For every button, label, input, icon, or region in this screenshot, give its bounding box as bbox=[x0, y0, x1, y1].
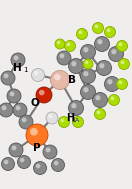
Circle shape bbox=[34, 71, 38, 75]
Circle shape bbox=[96, 110, 100, 114]
Circle shape bbox=[61, 119, 64, 122]
Circle shape bbox=[105, 26, 116, 37]
Circle shape bbox=[72, 116, 84, 128]
Circle shape bbox=[119, 42, 122, 46]
Circle shape bbox=[95, 108, 105, 119]
Circle shape bbox=[97, 39, 103, 44]
Circle shape bbox=[19, 115, 33, 129]
Circle shape bbox=[30, 128, 38, 136]
Circle shape bbox=[79, 30, 82, 34]
Circle shape bbox=[67, 42, 70, 46]
Text: 1: 1 bbox=[23, 67, 27, 74]
Circle shape bbox=[1, 157, 15, 170]
Circle shape bbox=[96, 60, 112, 75]
Circle shape bbox=[9, 143, 23, 157]
Circle shape bbox=[60, 53, 65, 58]
Circle shape bbox=[57, 51, 71, 65]
Circle shape bbox=[14, 55, 18, 60]
Circle shape bbox=[117, 78, 128, 90]
Circle shape bbox=[83, 59, 93, 69]
Circle shape bbox=[54, 161, 58, 165]
Circle shape bbox=[93, 92, 107, 108]
Circle shape bbox=[69, 101, 84, 115]
Circle shape bbox=[51, 159, 65, 171]
Circle shape bbox=[110, 96, 114, 100]
Circle shape bbox=[55, 39, 65, 49]
Text: P: P bbox=[33, 143, 41, 153]
Circle shape bbox=[93, 22, 103, 33]
Circle shape bbox=[95, 95, 101, 100]
Circle shape bbox=[10, 91, 15, 96]
Text: H: H bbox=[66, 113, 74, 123]
Text: B: B bbox=[68, 75, 76, 85]
Circle shape bbox=[51, 70, 70, 90]
Circle shape bbox=[57, 41, 60, 44]
Circle shape bbox=[75, 119, 78, 122]
Circle shape bbox=[46, 112, 58, 124]
Circle shape bbox=[119, 59, 129, 70]
Circle shape bbox=[117, 40, 128, 51]
Circle shape bbox=[7, 89, 21, 103]
Circle shape bbox=[36, 87, 52, 103]
Circle shape bbox=[43, 145, 57, 159]
Circle shape bbox=[58, 116, 70, 128]
Circle shape bbox=[119, 81, 122, 84]
Circle shape bbox=[109, 46, 124, 61]
Circle shape bbox=[39, 90, 45, 95]
Circle shape bbox=[69, 59, 84, 74]
Circle shape bbox=[13, 103, 27, 117]
Circle shape bbox=[34, 161, 46, 174]
Circle shape bbox=[95, 24, 98, 28]
Circle shape bbox=[81, 44, 95, 60]
Circle shape bbox=[0, 103, 13, 117]
Circle shape bbox=[107, 79, 112, 84]
Circle shape bbox=[22, 117, 27, 122]
Circle shape bbox=[109, 94, 119, 105]
Text: 1A: 1A bbox=[72, 118, 80, 123]
Circle shape bbox=[4, 160, 8, 164]
Circle shape bbox=[71, 61, 77, 66]
Circle shape bbox=[11, 53, 25, 67]
Circle shape bbox=[12, 146, 16, 150]
Circle shape bbox=[107, 28, 110, 32]
Circle shape bbox=[20, 158, 24, 162]
Circle shape bbox=[77, 29, 88, 40]
Circle shape bbox=[81, 68, 95, 84]
Circle shape bbox=[18, 156, 30, 169]
Circle shape bbox=[16, 105, 20, 110]
Circle shape bbox=[54, 74, 61, 81]
Circle shape bbox=[36, 164, 40, 168]
Circle shape bbox=[83, 71, 89, 76]
Circle shape bbox=[81, 84, 95, 99]
Circle shape bbox=[2, 105, 6, 110]
Circle shape bbox=[48, 114, 52, 118]
Circle shape bbox=[83, 47, 89, 52]
Circle shape bbox=[1, 71, 15, 85]
Text: H: H bbox=[13, 63, 22, 73]
Circle shape bbox=[99, 63, 105, 68]
Circle shape bbox=[71, 103, 77, 108]
Circle shape bbox=[4, 74, 8, 78]
Circle shape bbox=[95, 36, 110, 51]
Circle shape bbox=[46, 147, 51, 152]
Circle shape bbox=[65, 40, 76, 51]
Circle shape bbox=[83, 87, 89, 92]
Text: O: O bbox=[31, 98, 39, 108]
Circle shape bbox=[26, 124, 48, 146]
Circle shape bbox=[32, 68, 44, 81]
Circle shape bbox=[111, 49, 117, 54]
Circle shape bbox=[85, 61, 88, 64]
Circle shape bbox=[105, 77, 119, 91]
Circle shape bbox=[121, 60, 124, 64]
